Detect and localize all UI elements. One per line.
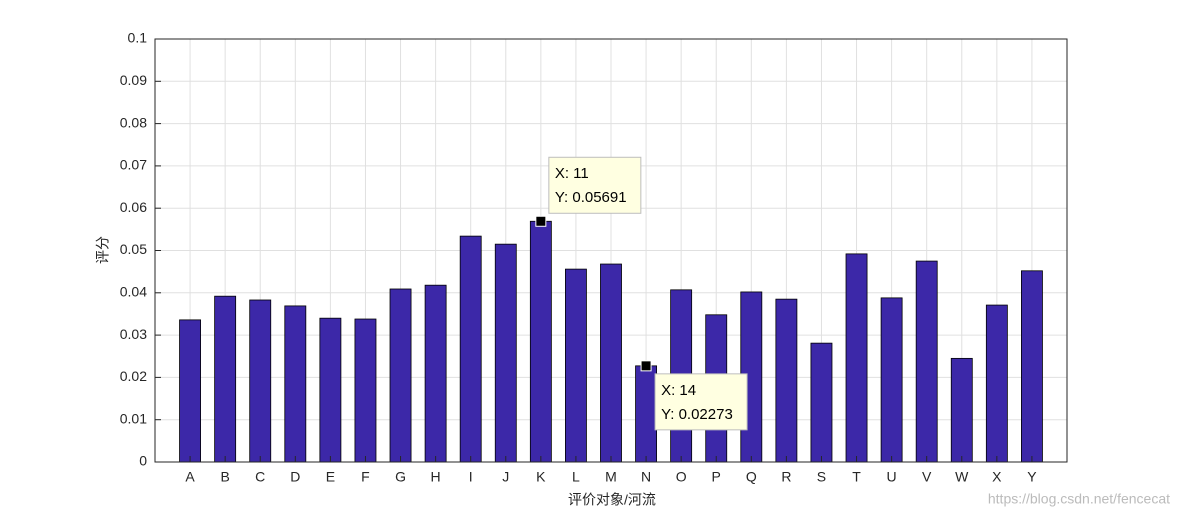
bar	[389, 288, 412, 463]
bar	[529, 220, 552, 463]
datatip-text: X: 14	[661, 382, 696, 399]
x-tick-label: B	[220, 469, 229, 485]
y-tick-label: 0.06	[120, 199, 147, 215]
bar	[459, 235, 482, 463]
x-tick-label: G	[395, 469, 406, 485]
bar	[775, 298, 798, 463]
datatip-marker	[640, 360, 652, 372]
x-tick-label: P	[712, 469, 721, 485]
y-tick-label: 0.03	[120, 326, 147, 342]
y-tick-label: 0.09	[120, 72, 147, 88]
bar	[179, 319, 202, 463]
x-tick-label: Q	[746, 469, 757, 485]
bar	[950, 357, 973, 463]
y-tick-label: 0	[139, 453, 147, 469]
watermark: https://blog.csdn.net/fencecat	[988, 491, 1170, 507]
x-tick-label: C	[255, 469, 265, 485]
x-tick-label: K	[536, 469, 546, 485]
x-tick-label: H	[431, 469, 441, 485]
bar	[494, 243, 517, 463]
x-tick-label: A	[185, 469, 195, 485]
bar	[1021, 270, 1043, 463]
x-tick-label: M	[605, 469, 617, 485]
x-tick-label: U	[887, 469, 897, 485]
bar	[284, 305, 307, 463]
y-tick-label: 0.04	[120, 284, 147, 300]
bar	[214, 295, 237, 463]
datatip-box	[654, 373, 748, 431]
bar	[565, 268, 587, 463]
bar	[424, 284, 447, 463]
x-tick-label: L	[572, 469, 580, 485]
x-tick-label: I	[469, 469, 473, 485]
datatip-text: X: 11	[555, 165, 589, 182]
y-tick-label: 0.08	[120, 114, 147, 130]
x-tick-label: Y	[1027, 469, 1037, 485]
bar	[880, 297, 903, 463]
x-axis-label: 评价对象/河流	[568, 492, 656, 508]
bar	[319, 317, 342, 463]
bar	[810, 342, 833, 463]
bar	[635, 365, 657, 463]
x-tick-label: R	[781, 469, 791, 485]
bar	[600, 263, 622, 463]
y-tick-label: 0.1	[128, 30, 148, 46]
datatip-text: Y: 0.02273	[661, 406, 733, 423]
bar	[915, 260, 938, 463]
x-tick-label: X	[992, 469, 1002, 485]
x-tick-label: S	[817, 469, 826, 485]
datatip-text: Y: 0.05691	[555, 189, 627, 206]
bar	[249, 299, 272, 463]
y-axis-label: 评分	[95, 236, 111, 264]
y-tick-label: 0.02	[120, 368, 147, 384]
x-tick-label: N	[641, 469, 651, 485]
y-tick-label: 0.01	[120, 410, 147, 426]
y-tick-label: 0.07	[120, 157, 147, 173]
x-tick-label: F	[361, 469, 370, 485]
x-tick-label: O	[676, 469, 687, 485]
bar	[985, 304, 1008, 463]
bar	[845, 253, 868, 463]
x-tick-label: V	[922, 469, 932, 485]
y-tick-label: 0.05	[120, 241, 147, 257]
x-tick-label: W	[955, 469, 969, 485]
datatip-box	[548, 156, 642, 214]
datatip-marker	[535, 215, 547, 227]
x-tick-label: E	[326, 469, 335, 485]
x-tick-label: D	[290, 469, 300, 485]
x-tick-label: J	[502, 469, 509, 485]
x-tick-label: T	[852, 469, 861, 485]
bar	[354, 318, 377, 463]
